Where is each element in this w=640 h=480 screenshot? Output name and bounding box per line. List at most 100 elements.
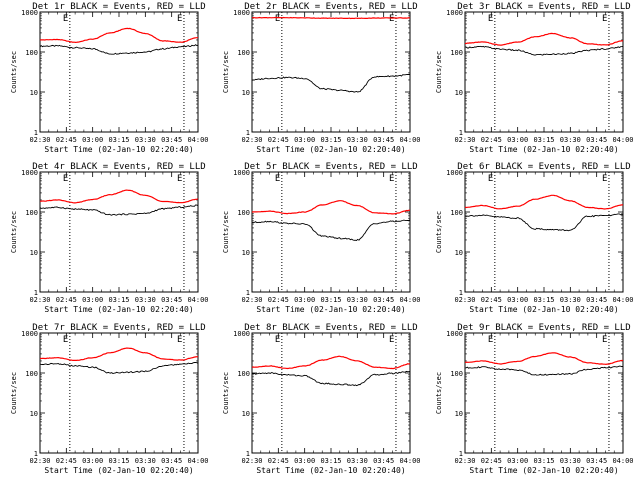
chart-title: Det 6r BLACK = Events, RED = LLD — [457, 162, 630, 172]
y-tick-label: 10 — [455, 89, 463, 97]
x-tick-label: 02:30 — [454, 457, 475, 465]
y-tick-label: 1 — [246, 450, 250, 458]
x-tick-label: 02:45 — [481, 457, 502, 465]
y-tick-label: 10 — [242, 89, 250, 97]
y-tick-label: 1000 — [233, 330, 250, 338]
chart-title: Det 9r BLACK = Events, RED = LLD — [457, 323, 630, 333]
plot-frame — [464, 11, 624, 133]
y-axis-label: Counts/sec — [222, 372, 230, 414]
x-tick-label: 03:15 — [533, 296, 554, 304]
event-marker-label: E — [389, 14, 394, 24]
x-tick-label: 03:45 — [586, 296, 607, 304]
series-line-lld — [39, 27, 198, 44]
series-line-lld — [251, 355, 411, 370]
x-tick-label: 04:00 — [187, 136, 208, 144]
event-marker-label: E — [389, 174, 394, 184]
chart-panel-8: Det 8r BLACK = Events, RED = LLD 1 10 100 10… — [222, 323, 421, 475]
x-tick-label: 03:15 — [533, 457, 554, 465]
event-marker-label: E — [275, 335, 280, 345]
y-tick-label: 1000 — [21, 9, 38, 17]
x-tick-label: 03:30 — [135, 136, 156, 144]
y-tick-label: 1 — [459, 129, 463, 137]
series-line-events — [251, 219, 411, 241]
y-axis-label: Counts/sec — [435, 372, 443, 414]
x-tick-label: 03:45 — [161, 136, 182, 144]
chart-panel-2: Det 2r BLACK = Events, RED = LLD 1 10 100 10… — [222, 2, 421, 154]
event-marker-label: E — [177, 14, 182, 24]
x-axis-label: Start Time (02-Jan-10 02:20:40) — [44, 305, 193, 314]
event-marker-label: E — [488, 174, 493, 184]
y-tick-label: 1 — [246, 129, 250, 137]
x-tick-label: 03:00 — [507, 296, 528, 304]
x-tick-label: 02:30 — [241, 457, 262, 465]
y-tick-label: 10 — [30, 89, 38, 97]
x-axis-label: Start Time (02-Jan-10 02:20:40) — [256, 305, 405, 314]
x-tick-label: 03:00 — [294, 296, 315, 304]
x-axis-label: Start Time (02-Jan-10 02:20:40) — [256, 145, 405, 154]
y-tick-label: 100 — [450, 209, 463, 217]
y-axis-label: Counts/sec — [435, 51, 443, 93]
x-tick-label: 04:00 — [612, 457, 633, 465]
y-tick-label: 1 — [459, 289, 463, 297]
series-line-events — [251, 370, 411, 387]
y-tick-label: 100 — [450, 370, 463, 378]
event-marker-label: E — [177, 174, 182, 184]
series-line-lld — [39, 347, 199, 361]
y-tick-label: 10 — [30, 249, 38, 257]
event-marker-label: E — [275, 174, 280, 184]
x-tick-label: 03:00 — [507, 457, 528, 465]
y-tick-label: 1000 — [446, 330, 463, 338]
y-axis-label: Counts/sec — [10, 372, 18, 414]
y-tick-label: 10 — [30, 410, 38, 418]
event-marker-label: E — [63, 14, 68, 24]
x-tick-label: 02:45 — [268, 296, 289, 304]
chart-title: Det 5r BLACK = Events, RED = LLD — [244, 162, 417, 172]
event-marker-label: E — [63, 174, 68, 184]
y-axis-label: Counts/sec — [222, 211, 230, 253]
y-tick-label: 100 — [25, 49, 38, 57]
x-tick-label: 02:30 — [29, 457, 50, 465]
chart-panel-4: Det 4r BLACK = Events, RED = LLD 1 10 100 10… — [10, 162, 209, 314]
x-tick-label: 03:30 — [560, 136, 581, 144]
chart-title: Det 7r BLACK = Events, RED = LLD — [32, 323, 205, 333]
plot-frame — [251, 11, 411, 133]
x-axis-label: Start Time (02-Jan-10 02:20:40) — [469, 466, 618, 475]
series-line-lld — [464, 194, 624, 210]
x-axis-label: Start Time (02-Jan-10 02:20:40) — [469, 145, 618, 154]
series-line-lld — [40, 189, 199, 204]
series-line-events — [464, 45, 624, 56]
x-axis-label: Start Time (02-Jan-10 02:20:40) — [44, 145, 193, 154]
chart-title: Det 1r BLACK = Events, RED = LLD — [32, 2, 205, 12]
x-tick-label: 02:45 — [56, 296, 77, 304]
x-tick-label: 03:45 — [161, 457, 182, 465]
x-tick-label: 02:45 — [56, 136, 77, 144]
chart-panel-6: Det 6r BLACK = Events, RED = LLD 1 10 100 10… — [435, 162, 634, 314]
x-tick-label: 03:45 — [373, 136, 394, 144]
x-tick-label: 03:00 — [82, 457, 103, 465]
y-tick-label: 1 — [459, 450, 463, 458]
x-tick-label: 03:30 — [560, 296, 581, 304]
x-tick-label: 02:30 — [29, 296, 50, 304]
x-tick-label: 03:45 — [373, 457, 394, 465]
chart-title: Det 2r BLACK = Events, RED = LLD — [244, 2, 417, 12]
x-tick-label: 03:00 — [82, 296, 103, 304]
y-axis-label: Counts/sec — [435, 211, 443, 253]
y-tick-label: 10 — [455, 410, 463, 418]
x-tick-label: 03:45 — [586, 457, 607, 465]
event-marker-label: E — [488, 335, 493, 345]
chart-panel-1: Det 1r BLACK = Events, RED = LLD 1 10 100 10… — [10, 2, 209, 154]
series-line-events — [464, 365, 624, 376]
y-tick-label: 100 — [237, 49, 250, 57]
x-tick-label: 03:30 — [347, 457, 368, 465]
y-tick-label: 100 — [25, 370, 38, 378]
event-marker-label: E — [602, 335, 607, 345]
y-tick-label: 1000 — [21, 169, 38, 177]
y-tick-label: 100 — [237, 370, 250, 378]
chart-panel-9: Det 9r BLACK = Events, RED = LLD 1 10 100 10… — [435, 323, 634, 475]
series-line-lld — [251, 16, 411, 20]
event-marker-label: E — [63, 335, 68, 345]
event-marker-label: E — [488, 14, 493, 24]
x-tick-label: 02:45 — [481, 296, 502, 304]
y-axis-label: Counts/sec — [222, 51, 230, 93]
x-tick-label: 03:15 — [533, 136, 554, 144]
